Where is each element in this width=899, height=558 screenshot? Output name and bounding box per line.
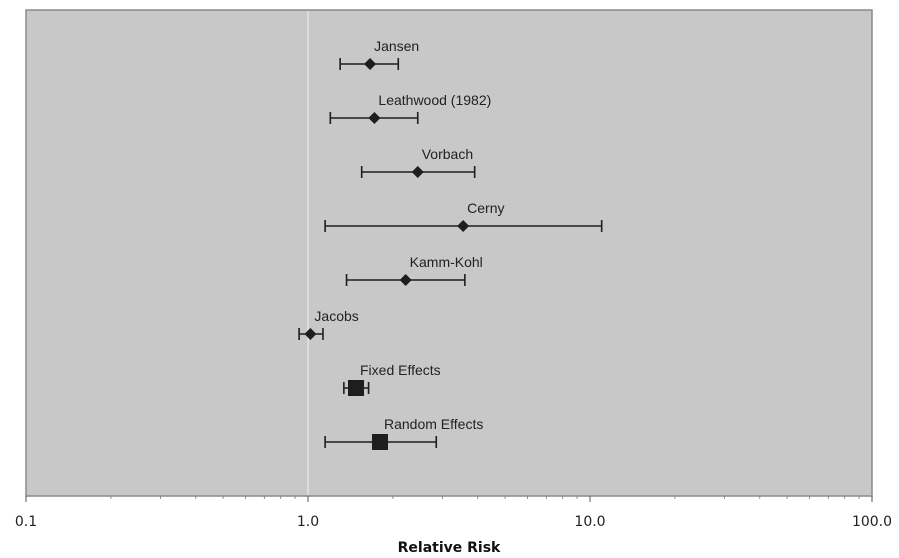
study-row: Kamm-Kohl	[345, 254, 483, 286]
study-label: Vorbach	[422, 146, 473, 162]
tick-label: 10.0	[574, 514, 605, 530]
tick-label: 1.0	[297, 514, 319, 530]
study-row: Random Effects	[324, 416, 483, 450]
estimate-diamond	[364, 58, 377, 70]
study-row: Leathwood (1982)	[329, 92, 491, 124]
study-row: Fixed Effects	[343, 362, 441, 396]
study-label: Random Effects	[384, 416, 483, 432]
estimate-diamond	[368, 112, 381, 124]
plot-area	[25, 9, 873, 497]
estimate-diamond	[457, 220, 470, 232]
study-row: Cerny	[324, 200, 603, 232]
x-axis: 0.1 1.0 10.0 100.0	[15, 496, 892, 530]
study-row: Jansen	[339, 38, 419, 70]
pooled-estimate-square	[371, 434, 388, 450]
study-label: Jacobs	[314, 308, 358, 324]
study-label: Cerny	[467, 200, 504, 216]
study-label: Fixed Effects	[360, 362, 441, 378]
estimate-diamond	[411, 166, 424, 178]
study-marks: Jansen Leathwood (1982) Vorbach Cerny Kamm-K…	[298, 38, 603, 450]
x-axis-title: Relative Risk	[398, 540, 501, 556]
pooled-estimate-square	[348, 380, 365, 396]
tick-label: 0.1	[15, 514, 37, 530]
study-label: Leathwood (1982)	[378, 92, 491, 108]
estimate-diamond	[399, 274, 412, 286]
study-label: Jansen	[374, 38, 419, 54]
study-label: Kamm-Kohl	[410, 254, 483, 270]
estimate-diamond	[304, 328, 317, 340]
study-row: Jacobs	[298, 308, 359, 340]
tick-label: 100.0	[852, 514, 892, 530]
study-row: Vorbach	[360, 146, 476, 178]
